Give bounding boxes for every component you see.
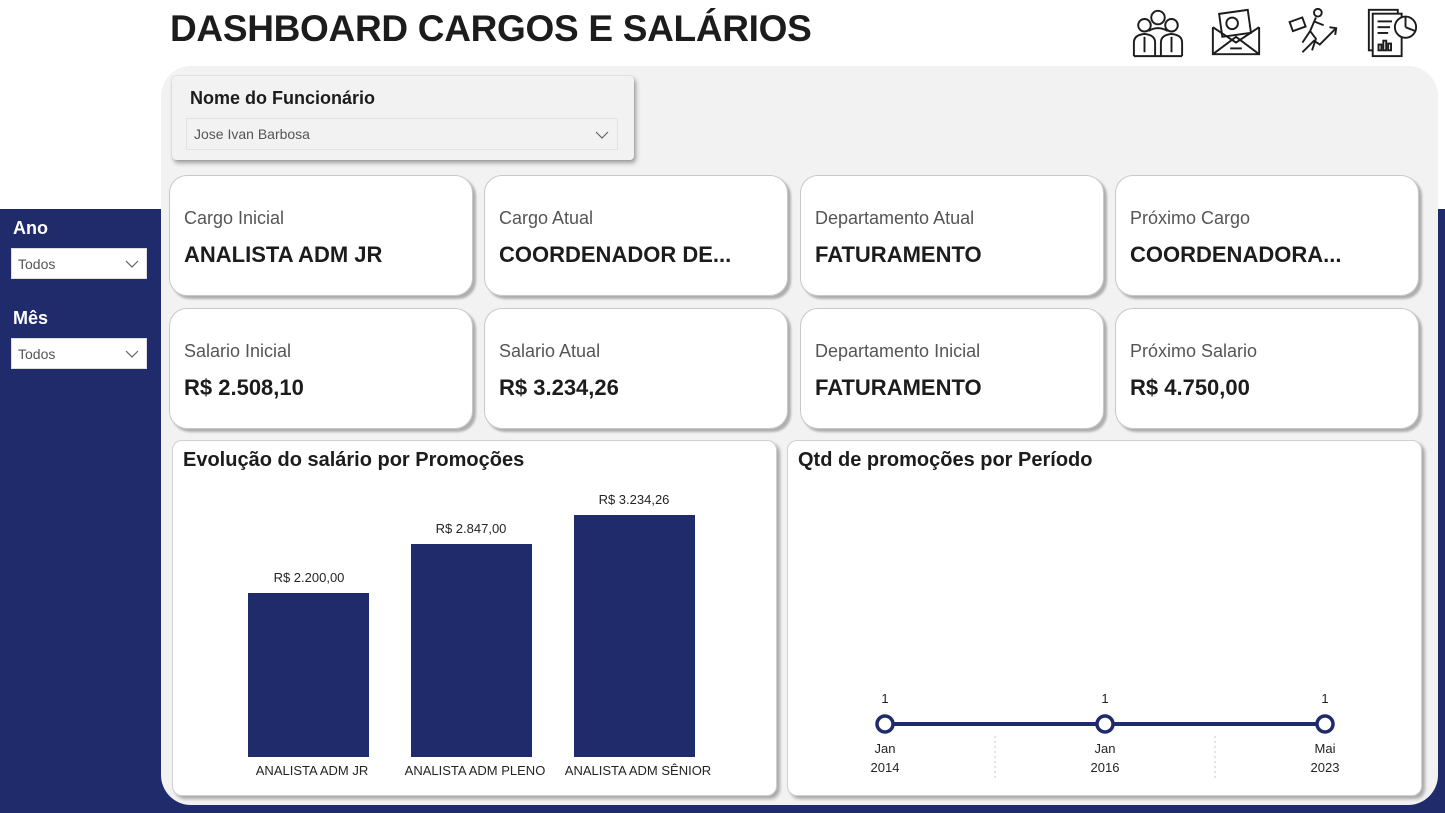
card-proximo-salario: Próximo Salario R$ 4.750,00 — [1115, 308, 1419, 429]
x-year: 2023 — [1310, 760, 1340, 775]
bar-analista-adm-pleno[interactable] — [411, 544, 532, 757]
card-label: Salario Inicial — [184, 341, 292, 361]
year-dropdown-value: Todos — [18, 255, 56, 272]
x-axis-label: Jan 2016 — [1075, 739, 1135, 777]
card-salario-atual: Salario Atual R$ 3.234,26 — [484, 308, 788, 429]
card-label: Salario Atual — [499, 341, 601, 361]
chevron-down-icon — [595, 131, 609, 139]
year-slicer-label: Ano — [13, 218, 48, 238]
bar-value-label: R$ 2.200,00 — [273, 570, 345, 585]
card-value: R$ 3.234,26 — [499, 375, 619, 400]
report-chart-icon — [1364, 5, 1420, 59]
month-slicer-label: Mês — [13, 308, 49, 328]
data-point[interactable] — [1095, 714, 1115, 734]
card-cargo-atual: Cargo Atual COORDENADOR DE... — [484, 175, 788, 296]
bar-analista-adm-senior[interactable] — [574, 515, 695, 757]
money-envelope-icon — [1208, 5, 1264, 59]
card-value: COORDENADORA... — [1130, 242, 1342, 267]
chart-title: Qtd de promoções por Período — [798, 449, 1093, 471]
chevron-down-icon — [125, 260, 139, 268]
card-label: Próximo Cargo — [1130, 208, 1251, 228]
month-dropdown-value: Todos — [18, 345, 56, 362]
x-year: 2016 — [1090, 760, 1120, 775]
data-point[interactable] — [1315, 714, 1335, 734]
card-departamento-atual: Departamento Atual FATURAMENTO — [800, 175, 1104, 296]
card-salario-inicial: Salario Inicial R$ 2.508,10 — [169, 308, 473, 429]
point-value-label: 1 — [1101, 691, 1109, 706]
x-month: Jan — [1094, 741, 1116, 756]
card-proximo-cargo: Próximo Cargo COORDENADORA... — [1115, 175, 1419, 296]
card-departamento-inicial: Departamento Inicial FATURAMENTO — [800, 308, 1104, 429]
promotions-period-chart: Qtd de promoções por Período 1 1 1 Jan 2… — [787, 440, 1422, 796]
card-value: COORDENADOR DE... — [499, 242, 732, 267]
card-value: FATURAMENTO — [815, 375, 982, 400]
line-plot — [875, 714, 1335, 781]
x-month: Jan — [874, 741, 896, 756]
card-value: ANALISTA ADM JR — [184, 242, 383, 267]
chevron-down-icon — [125, 350, 139, 358]
employee-slicer: Nome do Funcionário Jose Ivan Barbosa — [172, 76, 634, 160]
x-axis-label: Mai 2023 — [1295, 739, 1355, 777]
employee-slicer-label: Nome do Funcionário — [190, 88, 376, 108]
page-title: DASHBOARD CARGOS E SALÁRIOS — [170, 8, 812, 49]
card-label: Departamento Atual — [815, 208, 975, 228]
point-value-label: 1 — [1321, 691, 1329, 706]
card-label: Cargo Inicial — [184, 208, 285, 228]
card-value: FATURAMENTO — [815, 242, 982, 267]
month-dropdown[interactable]: Todos — [11, 338, 147, 369]
bar-category-label: ANALISTA ADM JR — [255, 763, 369, 778]
card-label: Cargo Atual — [499, 208, 594, 228]
x-year: 2014 — [870, 760, 900, 775]
x-month: Mai — [1314, 741, 1336, 756]
data-point[interactable] — [875, 714, 895, 734]
card-label: Departamento Inicial — [815, 341, 981, 361]
card-label: Próximo Salario — [1130, 341, 1258, 361]
header-icons — [1130, 5, 1420, 59]
card-value: R$ 2.508,10 — [184, 375, 304, 400]
bar-value-label: R$ 2.847,00 — [435, 521, 507, 536]
salary-evolution-chart: Evolução do salário por Promoções R$ 2.2… — [172, 440, 777, 796]
bar-analista-adm-jr[interactable] — [248, 593, 369, 757]
x-axis-label: Jan 2014 — [855, 739, 915, 777]
bar-category-label: ANALISTA ADM PLENO — [404, 763, 546, 778]
point-value-label: 1 — [881, 691, 889, 706]
bar-category-label: ANALISTA ADM SÊNIOR — [564, 763, 712, 778]
year-dropdown[interactable]: Todos — [11, 248, 147, 279]
card-cargo-inicial: Cargo Inicial ANALISTA ADM JR — [169, 175, 473, 296]
chart-title: Evolução do salário por Promoções — [183, 449, 525, 471]
employee-dropdown-value: Jose Ivan Barbosa — [194, 126, 310, 142]
employee-dropdown[interactable]: Jose Ivan Barbosa — [186, 118, 618, 150]
team-icon — [1130, 5, 1186, 59]
career-growth-icon — [1286, 5, 1342, 59]
card-value: R$ 4.750,00 — [1130, 375, 1250, 400]
bar-value-label: R$ 3.234,26 — [598, 492, 670, 507]
